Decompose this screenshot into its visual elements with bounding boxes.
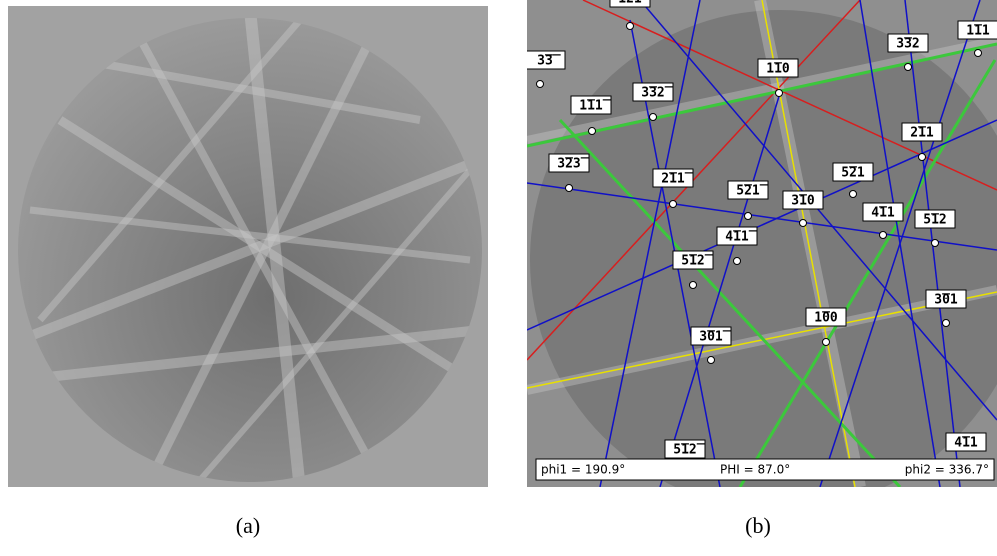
pole-label-box (901, 122, 943, 142)
panel-b: 1̅2̅13̅3̅1̅113̅321̅101̅11̅3̅32̅2̅113̅23̅… (527, 0, 997, 538)
pole-marker (649, 113, 657, 121)
indexing-lines: 1̅2̅13̅3̅1̅113̅321̅101̅11̅3̅32̅2̅113̅23̅… (527, 0, 997, 487)
pole-label-box (887, 33, 929, 53)
pole-marker (689, 281, 697, 289)
pole-marker (799, 219, 807, 227)
pole-label-box (832, 162, 874, 182)
pole-label-box (664, 439, 706, 459)
pole-label: 3̅01 (934, 293, 958, 308)
euler-angle: phi1 = 190.9° (541, 463, 625, 477)
pole-label: 5̅12 (923, 213, 946, 228)
caption: (b) (745, 513, 771, 538)
pole-label-box (914, 209, 956, 229)
pole-label-box (957, 20, 997, 40)
pole-label: 5̅21 (841, 166, 865, 181)
pole-label: 1̅10 (766, 62, 790, 77)
pole-label-box (727, 180, 769, 200)
pole-label: 2̅11 (910, 126, 934, 141)
pole-marker (942, 319, 950, 327)
pole-label: 3̅32 (896, 37, 919, 52)
pattern-disc (18, 18, 482, 482)
pole-marker (588, 127, 596, 135)
pole-marker (822, 338, 830, 346)
pole-label-box (632, 82, 674, 102)
panel-a: (a) (8, 6, 488, 538)
pole-marker (849, 190, 857, 198)
pole-label-box (527, 50, 566, 70)
pole-marker (707, 356, 715, 364)
pole-label-box (690, 326, 732, 346)
pole-marker (733, 257, 741, 265)
pole-marker (879, 231, 887, 239)
pole-label-box (782, 190, 824, 210)
pole-label-box (805, 307, 847, 327)
pole-marker (565, 184, 573, 192)
pole-label: 3̅10 (791, 194, 815, 209)
pole-label-box (609, 0, 651, 8)
pole-label: 1̅2̅1 (618, 0, 642, 7)
pole-marker (904, 63, 912, 71)
pole-label: 4̅11 (871, 206, 895, 221)
pole-marker (669, 200, 677, 208)
euler-angle: phi2 = 336.7° (905, 463, 989, 477)
pole-label-box (945, 432, 987, 452)
pole-label-box (652, 168, 694, 188)
pole-label-box (757, 58, 799, 78)
pole-marker (626, 22, 634, 30)
pole-label-box (862, 202, 904, 222)
status-bar (535, 458, 995, 481)
pole-label-box (548, 153, 590, 173)
euler-angle: PHI = 87.0° (720, 463, 790, 477)
pole-marker (974, 49, 982, 57)
pole-marker (744, 212, 752, 220)
pole-label-box (570, 95, 612, 115)
pole-label-box (716, 226, 758, 246)
kikuchi-bands (18, 18, 482, 482)
caption: (a) (236, 513, 260, 538)
pole-label: 1̅11 (966, 24, 990, 39)
pole-label: 4̅11 (954, 436, 978, 451)
pole-marker (536, 80, 544, 88)
pole-label: 1̅00 (814, 311, 838, 326)
pole-marker (931, 239, 939, 247)
pole-marker (918, 153, 926, 161)
pole-label-box (925, 289, 967, 309)
pole-marker (775, 89, 783, 97)
pole-label-box (672, 250, 714, 270)
